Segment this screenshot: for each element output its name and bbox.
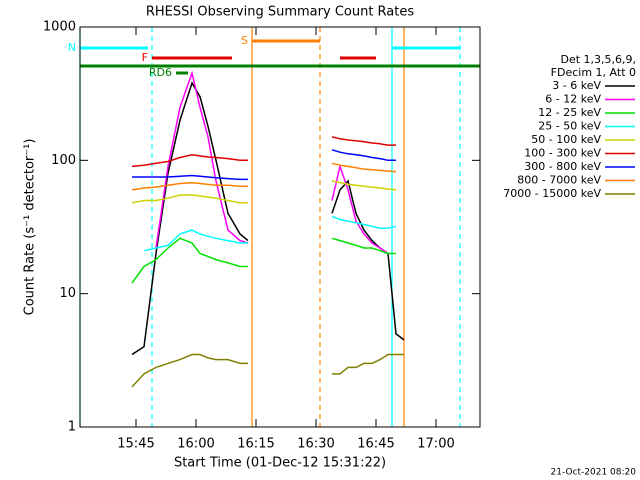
legend-label: 7000 - 15000 keV [503,187,601,200]
y-tick-label: 100 [51,153,76,168]
series-line [131,353,404,388]
flag-label: RD6 [149,66,172,79]
legend-label: 3 - 6 keV [552,79,601,92]
series-line [143,215,397,252]
series-line [131,162,397,191]
legend-label: 100 - 300 keV [524,147,601,160]
legend-label: 25 - 50 keV [538,120,601,133]
x-tick-label: 16:15 [237,437,274,452]
x-axis-label: Start Time (01-Dec-12 15:31:22) [174,456,386,471]
y-tick-label: 1000 [43,20,76,35]
chart-title: RHESSI Observing Summary Count Rates [146,5,415,20]
plot-frame [79,26,481,428]
legend-label: 6 - 12 keV [545,93,601,106]
x-tick-label: 16:30 [297,437,334,452]
flag-label: N [68,41,76,54]
series-line [131,237,396,284]
flag-label: F [142,51,148,64]
footer: 21-Oct-2021 08:20 [551,468,637,478]
y-tick-label: 1 [68,420,76,435]
legend-label: 300 - 800 keV [524,160,601,173]
series-line [131,136,396,168]
series-line [131,180,397,204]
series-line [132,149,396,181]
y-axis-label: Count Rate (s⁻¹ detector⁻¹) [23,139,38,316]
legend-header: Det 1,3,5,6,9, [560,53,636,66]
series-line [155,70,389,255]
legend-label: 12 - 25 keV [538,106,601,119]
x-tick-label: 17:00 [417,437,454,452]
x-tick-label: 15:45 [117,437,154,452]
legend-label: 50 - 100 keV [531,133,601,146]
y-tick-label: 10 [59,286,76,301]
flag-label: S [241,34,248,47]
x-tick-label: 16:45 [357,437,394,452]
legend-header: FDecim 1, Att 0 [551,66,636,79]
legend-label: 800 - 7000 keV [517,174,601,187]
x-tick-label: 16:00 [177,437,214,452]
